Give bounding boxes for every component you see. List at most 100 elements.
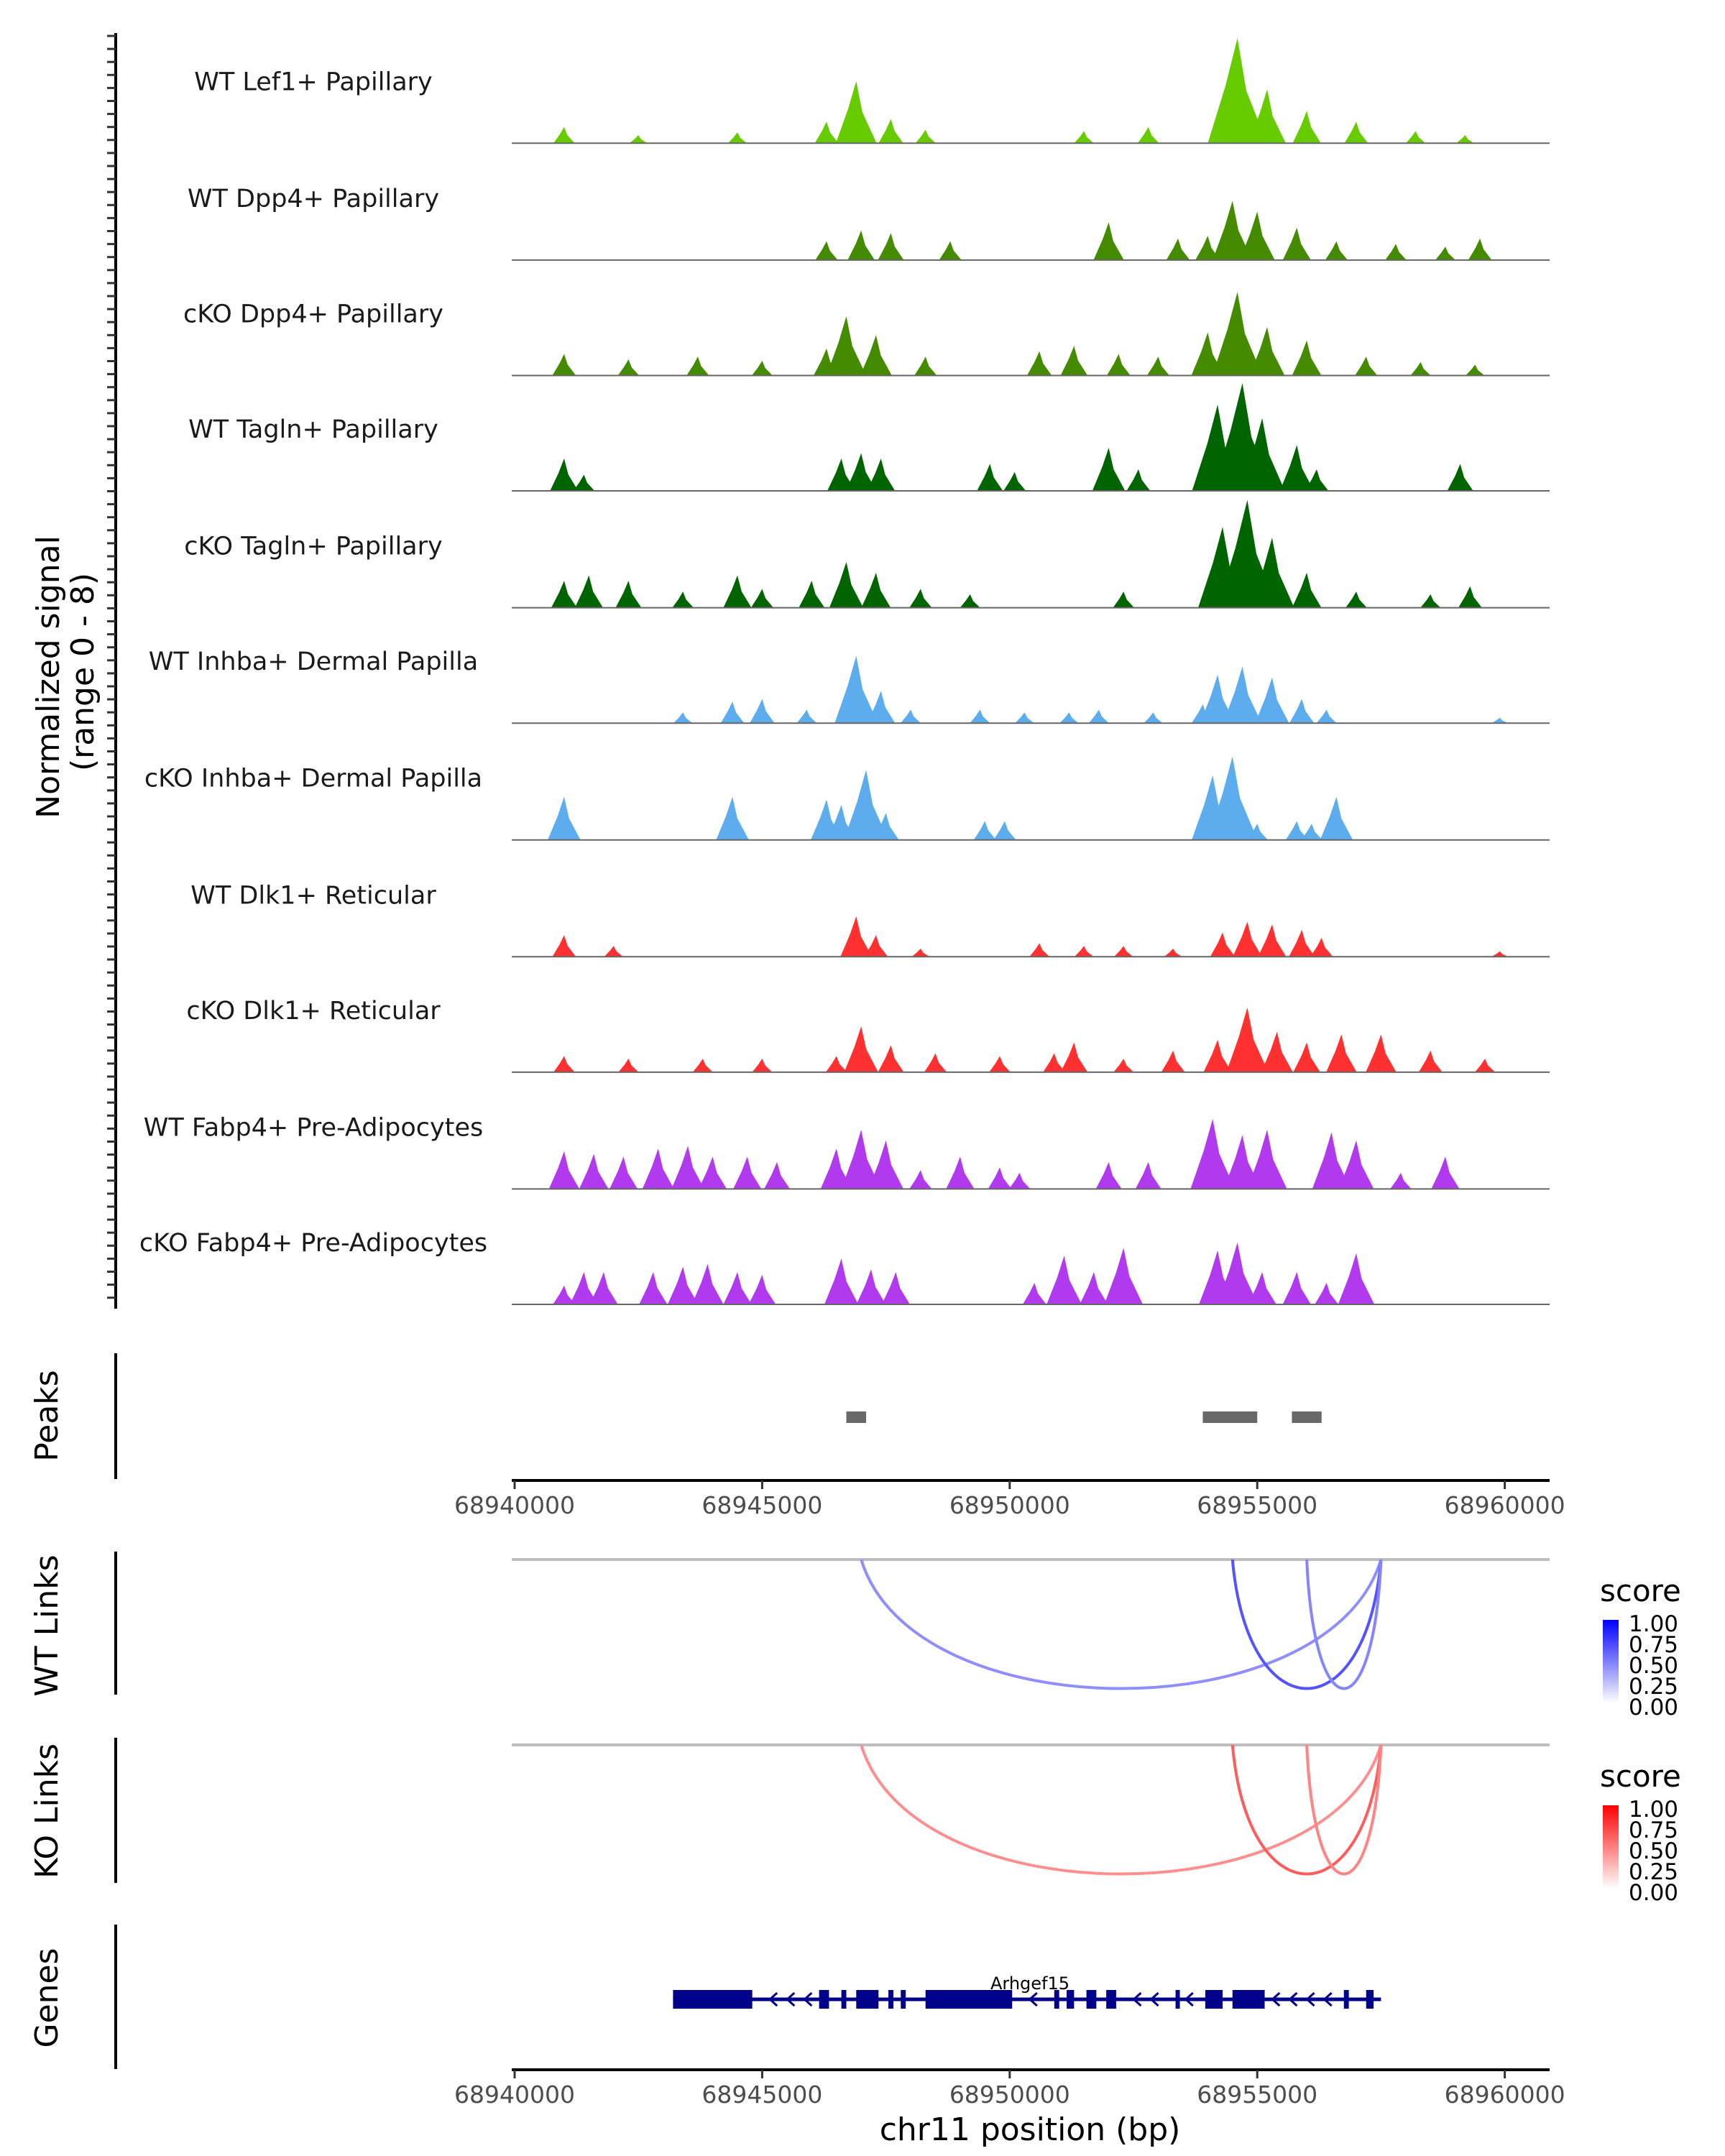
gene-exon	[819, 1990, 829, 2009]
strand-arrow	[768, 1991, 778, 2007]
coverage-track: WT Dlk1+ Reticular	[190, 881, 1550, 958]
x-axis-bottom-tick-label: 68940000	[454, 2081, 575, 2109]
strand-arrow	[803, 1991, 813, 2007]
coverage-track: cKO Dlk1+ Reticular	[186, 997, 1550, 1073]
gene-exon	[673, 1990, 753, 2009]
coverage-area	[512, 201, 1550, 260]
track-label: cKO Dlk1+ Reticular	[186, 997, 441, 1026]
link-arcs	[512, 1558, 1550, 1876]
legend-tick-label: 0.50	[1629, 1838, 1678, 1864]
strand-arrow	[1184, 1991, 1194, 2007]
coverage-area	[512, 756, 1550, 840]
track-label: WT Fabp4+ Pre-Adipocytes	[144, 1113, 483, 1142]
legend-title: score	[1600, 1759, 1681, 1794]
track-label: cKO Inhba+ Dermal Papilla	[144, 765, 482, 793]
coverage-area	[512, 655, 1550, 724]
x-axis-bottom-tick-label: 68950000	[949, 2081, 1070, 2109]
strand-arrow	[1271, 1991, 1281, 2007]
coverage-track: cKO Inhba+ Dermal Papilla	[144, 756, 1550, 841]
gene-exon	[1205, 1990, 1223, 2009]
legend-tick-label: 0.75	[1629, 1818, 1678, 1843]
peak-region	[1202, 1411, 1258, 1423]
coverage-area	[512, 292, 1550, 376]
coverage-area	[512, 383, 1550, 492]
gene-exon	[1343, 1990, 1349, 2009]
gene-models	[673, 1990, 1381, 2009]
x-axis-top: 68940000 68945000 68950000 68955000 68960000	[454, 1479, 1565, 1519]
coverage-area	[512, 1118, 1550, 1189]
coverage-track: cKO Tagln+ Papillary	[184, 499, 1550, 609]
peak-region	[846, 1411, 867, 1423]
gene-exon	[1175, 1990, 1180, 2009]
coverage-track: WT Inhba+ Dermal Papilla	[149, 648, 1550, 724]
gene-exon	[1366, 1990, 1374, 2009]
coverage-area	[512, 1242, 1550, 1305]
coverage-track: WT Tagln+ Papillary	[188, 383, 1550, 492]
legend-tick-label: 0.25	[1629, 1674, 1678, 1700]
score-legends: score1.000.750.500.250.00score1.000.750.…	[1600, 1573, 1681, 1906]
gene-exon	[841, 1990, 847, 2009]
gene-exon	[888, 1990, 893, 2009]
x-axis-top-tick-label: 68945000	[702, 1491, 822, 1519]
gene-exon	[1232, 1990, 1265, 2009]
gene-exon	[1086, 1990, 1097, 2009]
x-axis-top-tick-label: 68940000	[454, 1491, 575, 1519]
strand-arrow	[1028, 1991, 1038, 2007]
strand-arrow	[786, 1991, 796, 2007]
y-axis-title-line-2: (range 0 - 8)	[65, 573, 101, 771]
coverage-y-ticks	[107, 34, 116, 1299]
peak-region	[1292, 1411, 1322, 1423]
track-label: cKO Fabp4+ Pre-Adipocytes	[139, 1229, 487, 1258]
legend-tick-label: 0.50	[1629, 1653, 1678, 1679]
x-axis-top-tick-label: 68955000	[1197, 1491, 1317, 1519]
gene-exon	[1067, 1990, 1075, 2009]
strand-arrow	[1288, 1991, 1298, 2007]
coverage-area	[512, 499, 1550, 608]
strand-arrow	[1305, 1991, 1315, 2007]
legend-tick-label: 0.00	[1629, 1695, 1678, 1720]
ko-links-track-label: KO Links	[29, 1743, 65, 1879]
genes-track-label: Genes	[29, 1948, 65, 2047]
x-axis-title: chr11 position (bp)	[880, 2111, 1181, 2148]
coverage-track: WT Fabp4+ Pre-Adipocytes	[144, 1113, 1550, 1190]
legend-tick-label: 1.00	[1629, 1611, 1678, 1637]
gene-exon	[1054, 1990, 1059, 2009]
gene-exon	[901, 1990, 906, 2009]
track-label: WT Lef1+ Papillary	[194, 68, 433, 96]
y-axis-title-line-1: Normalized signal	[30, 535, 67, 819]
gene-exon	[1106, 1990, 1116, 2009]
legend-tick-label: 0.25	[1629, 1859, 1678, 1885]
x-axis-top-tick-label: 68960000	[1445, 1491, 1565, 1519]
link-arc	[1305, 1559, 1383, 1690]
legend-title: score	[1600, 1573, 1681, 1608]
legend-tick-label: 1.00	[1629, 1797, 1678, 1823]
link-arc	[1230, 1744, 1383, 1876]
legend-tick-label: 0.75	[1629, 1632, 1678, 1658]
legend-colorbar	[1603, 1805, 1619, 1889]
coverage-track: cKO Dpp4+ Papillary	[183, 292, 1550, 377]
coverage-area	[512, 916, 1550, 957]
x-axis-bottom-tick-label: 68945000	[702, 2081, 822, 2109]
track-label: WT Tagln+ Papillary	[188, 415, 438, 444]
coverage-tracks: WT Lef1+ Papillary WT Dpp4+ Papillary cKO …	[139, 38, 1550, 1306]
legend-colorbar	[1603, 1620, 1619, 1703]
link-arc	[1305, 1744, 1383, 1876]
gene-exon	[856, 1990, 879, 2009]
coverage-track: WT Lef1+ Papillary	[194, 38, 1550, 144]
coverage-area	[512, 1007, 1550, 1072]
track-label: WT Dlk1+ Reticular	[190, 881, 436, 910]
track-label: cKO Dpp4+ Papillary	[183, 300, 443, 328]
gene-name-label: Arhgef15	[990, 1973, 1070, 1994]
strand-arrow	[1132, 1991, 1142, 2007]
legend-tick-label: 0.00	[1629, 1880, 1678, 1906]
link-arc	[860, 1744, 1383, 1876]
strand-arrow	[1149, 1991, 1159, 2007]
x-axis-bottom-tick-label: 68955000	[1197, 2081, 1317, 2109]
coverage-track: WT Dpp4+ Papillary	[188, 185, 1550, 261]
peak-regions	[846, 1411, 1322, 1423]
track-label: WT Dpp4+ Papillary	[188, 185, 439, 213]
strand-arrow	[1322, 1991, 1333, 2007]
peaks-track-label: Peaks	[29, 1370, 65, 1461]
gene-exon	[925, 1990, 1013, 2009]
